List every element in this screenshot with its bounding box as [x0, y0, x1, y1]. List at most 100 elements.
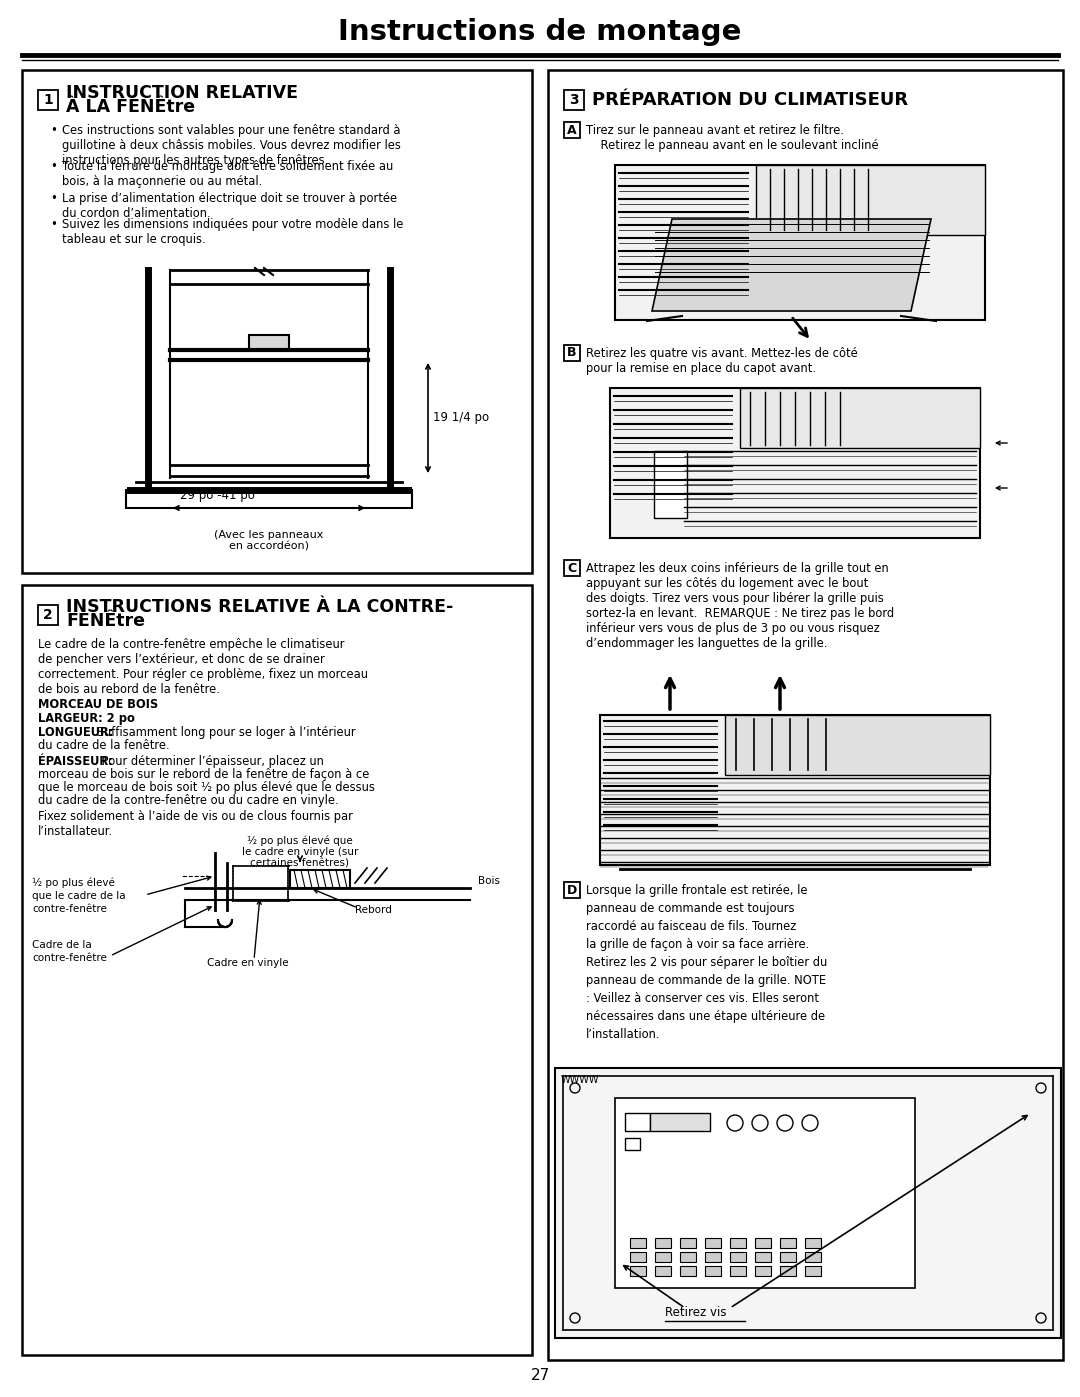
- Text: du cadre de la fenêtre.: du cadre de la fenêtre.: [38, 739, 170, 752]
- Bar: [705, 1266, 721, 1275]
- Bar: [564, 89, 584, 110]
- Bar: [654, 1266, 671, 1275]
- Text: Retirez vis: Retirez vis: [665, 1306, 727, 1320]
- Bar: [600, 715, 990, 865]
- Bar: [755, 1238, 771, 1248]
- Bar: [630, 1266, 646, 1275]
- Text: morceau de bois sur le rebord de la fenêtre de façon à ce: morceau de bois sur le rebord de la fenê…: [38, 768, 369, 781]
- Bar: [730, 1266, 746, 1275]
- Bar: [654, 451, 687, 518]
- Text: 2: 2: [43, 608, 53, 622]
- Bar: [654, 1252, 671, 1261]
- Text: WWWW: WWWW: [561, 1076, 599, 1085]
- Text: C: C: [567, 562, 577, 574]
- Text: Toute la ferrure de montage doit être solidement fixée au
bois, à la maçonnerie : Toute la ferrure de montage doit être so…: [62, 161, 393, 189]
- Text: 27: 27: [530, 1368, 550, 1383]
- Text: LARGEUR: 2 po: LARGEUR: 2 po: [38, 712, 135, 725]
- Text: INSTRUCTION RELATIVE: INSTRUCTION RELATIVE: [66, 84, 298, 102]
- Bar: [291, 870, 350, 888]
- Bar: [22, 70, 532, 573]
- Polygon shape: [652, 219, 931, 312]
- Text: contre-fenêtre: contre-fenêtre: [32, 953, 107, 963]
- Bar: [555, 1067, 1061, 1338]
- Bar: [755, 1266, 771, 1275]
- Text: (Avec les panneaux
en accordéon): (Avec les panneaux en accordéon): [214, 529, 324, 552]
- Text: 1: 1: [43, 94, 53, 108]
- Text: Retirez les quatre vis avant. Mettez-les de côté
pour la remise en place du capo: Retirez les quatre vis avant. Mettez-les…: [586, 346, 858, 374]
- Text: 19 1/4 po: 19 1/4 po: [433, 412, 489, 425]
- Bar: [740, 388, 980, 448]
- Bar: [22, 585, 532, 1355]
- Text: •: •: [50, 124, 57, 137]
- Text: ½ po plus élevé que
le cadre en vinyle (sur
certaines fenêtres): ½ po plus élevé que le cadre en vinyle (…: [242, 835, 359, 869]
- Text: La prise d’alimentation électrique doit se trouver à portée
du cordon d’alimenta: La prise d’alimentation électrique doit …: [62, 191, 397, 219]
- Text: 3: 3: [569, 94, 579, 108]
- Text: •: •: [50, 161, 57, 173]
- Bar: [680, 1252, 696, 1261]
- Bar: [730, 1238, 746, 1248]
- Bar: [249, 335, 289, 351]
- Text: que le cadre de la: que le cadre de la: [32, 891, 125, 901]
- Bar: [630, 1238, 646, 1248]
- Text: 29 po -41 po: 29 po -41 po: [180, 489, 255, 503]
- Bar: [38, 605, 58, 624]
- Bar: [805, 1266, 821, 1275]
- Text: ½ po plus élevé: ½ po plus élevé: [32, 877, 114, 888]
- Bar: [650, 1113, 710, 1132]
- Text: Suffisamment long pour se loger à l’intérieur: Suffisamment long pour se loger à l’inté…: [93, 726, 355, 739]
- Bar: [654, 1238, 671, 1248]
- Text: Le cadre de la contre-fenêtre empêche le climatiseur
de pencher vers l’extérieur: Le cadre de la contre-fenêtre empêche le…: [38, 638, 368, 696]
- Bar: [755, 1252, 771, 1261]
- Text: Tirez sur le panneau avant et retirez le filtre.
    Retirez le panneau avant en: Tirez sur le panneau avant et retirez le…: [586, 124, 879, 152]
- Bar: [780, 1252, 796, 1261]
- Bar: [725, 715, 990, 775]
- Text: MORCEAU DE BOIS: MORCEAU DE BOIS: [38, 698, 159, 711]
- Bar: [805, 1238, 821, 1248]
- Bar: [805, 1252, 821, 1261]
- Text: A: A: [567, 123, 577, 137]
- Bar: [38, 89, 58, 110]
- Text: INSTRUCTIONS RELATIVE À LA CONTRE-: INSTRUCTIONS RELATIVE À LA CONTRE-: [66, 598, 454, 616]
- Text: B: B: [567, 346, 577, 359]
- Text: Attrapez les deux coins inférieurs de la grille tout en
appuyant sur les côtés d: Attrapez les deux coins inférieurs de la…: [586, 562, 894, 650]
- Bar: [126, 490, 411, 509]
- Bar: [615, 1098, 915, 1288]
- Text: Cadre de la: Cadre de la: [32, 940, 92, 950]
- Text: •: •: [50, 191, 57, 205]
- Bar: [564, 882, 580, 898]
- Text: Ces instructions sont valables pour une fenêtre standard à
guillotine à deux châ: Ces instructions sont valables pour une …: [62, 124, 401, 168]
- Bar: [705, 1252, 721, 1261]
- Bar: [630, 1252, 646, 1261]
- Text: du cadre de la contre-fenêtre ou du cadre en vinyle.: du cadre de la contre-fenêtre ou du cadr…: [38, 793, 339, 807]
- Text: Suivez les dimensions indiquées pour votre modèle dans le
tableau et sur le croq: Suivez les dimensions indiquées pour vot…: [62, 218, 403, 246]
- Text: Pour déterminer l’épaisseur, placez un: Pour déterminer l’épaisseur, placez un: [98, 754, 324, 768]
- Text: ÉPAISSEUR:: ÉPAISSEUR:: [38, 754, 112, 768]
- Text: •: •: [50, 218, 57, 231]
- Bar: [625, 1113, 650, 1132]
- Text: PRÉPARATION DU CLIMATISEUR: PRÉPARATION DU CLIMATISEUR: [592, 91, 908, 109]
- Bar: [680, 1238, 696, 1248]
- Bar: [564, 345, 580, 360]
- Bar: [564, 560, 580, 576]
- Text: D: D: [567, 883, 577, 897]
- Text: Instructions de montage: Instructions de montage: [338, 18, 742, 46]
- Bar: [780, 1238, 796, 1248]
- Bar: [625, 1139, 640, 1150]
- Bar: [548, 70, 1063, 1361]
- Text: Rebord: Rebord: [355, 905, 392, 915]
- Text: Cadre en vinyle: Cadre en vinyle: [207, 958, 288, 968]
- Text: que le morceau de bois soit ½ po plus élevé que le dessus: que le morceau de bois soit ½ po plus él…: [38, 781, 375, 793]
- Bar: [680, 1266, 696, 1275]
- Text: contre-fenêtre: contre-fenêtre: [32, 904, 107, 914]
- Bar: [780, 1266, 796, 1275]
- Text: Lorsque la grille frontale est retirée, le
panneau de commande est toujours
racc: Lorsque la grille frontale est retirée, …: [586, 884, 827, 1041]
- Bar: [730, 1252, 746, 1261]
- Text: Fixez solidement à l’aide de vis ou de clous fournis par
l’installateur.: Fixez solidement à l’aide de vis ou de c…: [38, 810, 353, 838]
- Text: Bois: Bois: [478, 876, 500, 886]
- Text: LONGUEUR:: LONGUEUR:: [38, 726, 113, 739]
- Bar: [610, 388, 980, 538]
- Bar: [705, 1238, 721, 1248]
- Bar: [564, 122, 580, 138]
- Text: FENÊtre: FENÊtre: [66, 612, 145, 630]
- Text: À LA FENÊtre: À LA FENÊtre: [66, 98, 195, 116]
